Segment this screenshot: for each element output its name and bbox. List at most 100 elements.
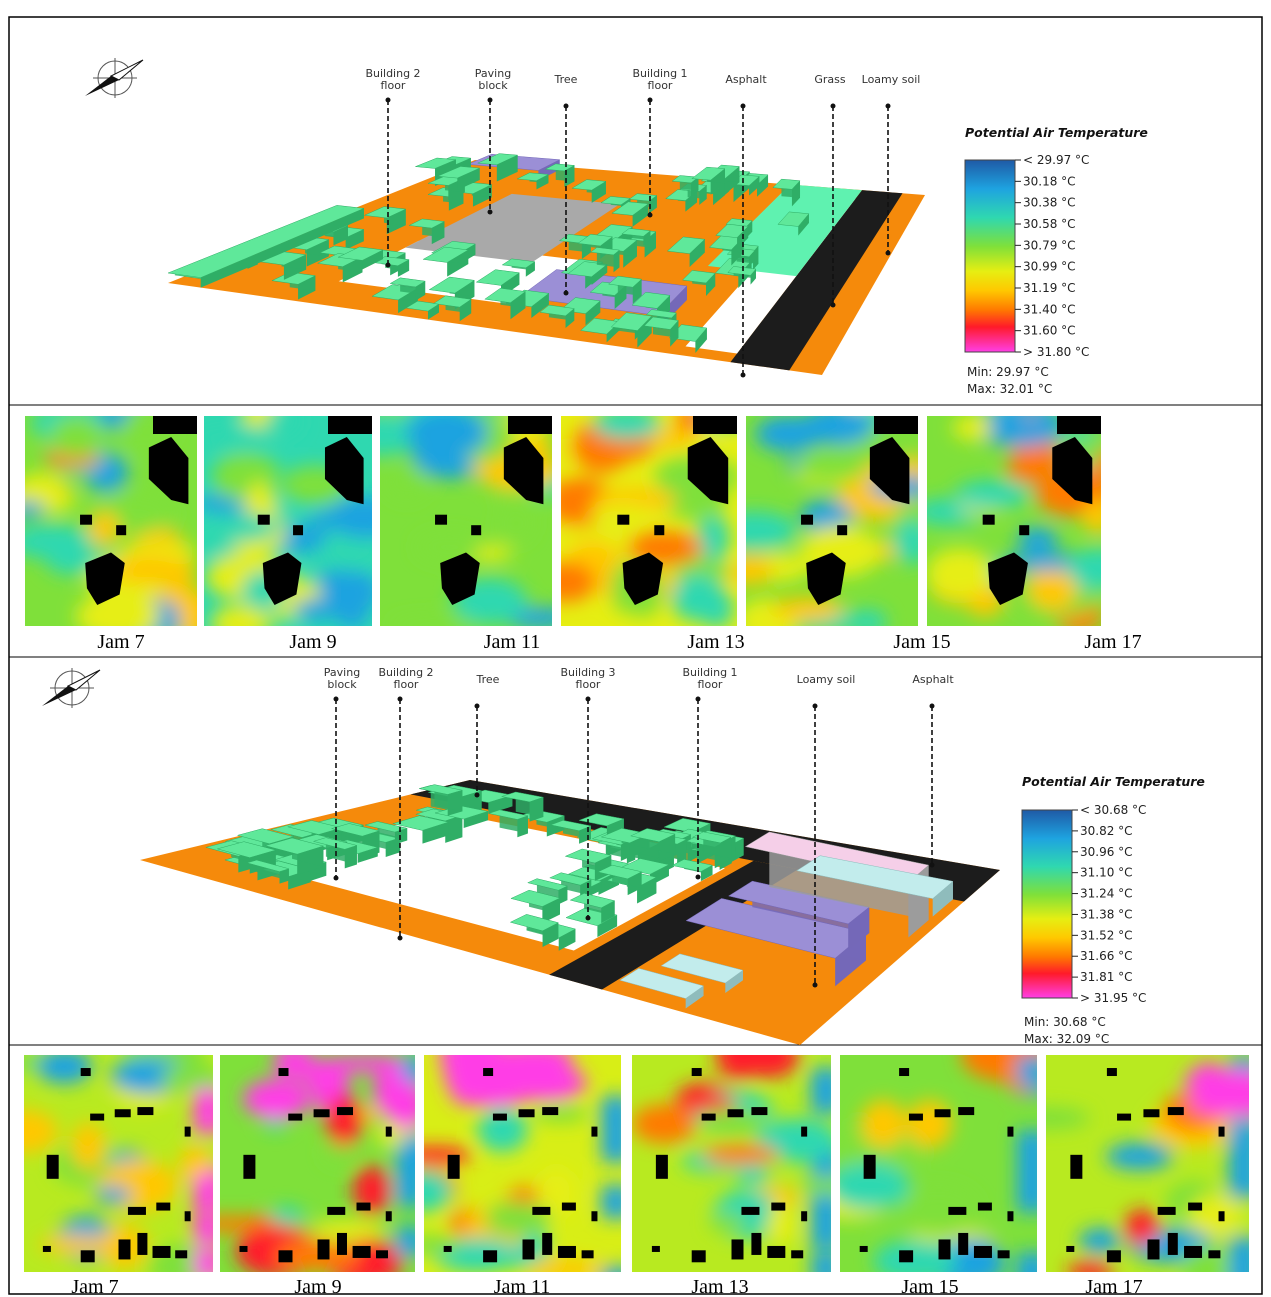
heatmap <box>712 391 938 647</box>
heat-patch <box>19 473 67 493</box>
obstacle <box>998 1250 1010 1258</box>
heat-patch <box>1017 1167 1047 1197</box>
obstacle <box>1107 1250 1121 1262</box>
obstacle <box>337 1107 353 1115</box>
leader-dot <box>886 251 891 256</box>
material-label: Paving block <box>309 667 375 691</box>
scale-label: 31.10 °C <box>1080 866 1133 880</box>
obstacle <box>175 1250 187 1258</box>
hour-caption: Jam 9 <box>294 1276 341 1297</box>
obstacle <box>909 1114 923 1121</box>
max-label: Max: 32.01 °C <box>967 382 1052 396</box>
obstacle <box>448 1155 460 1179</box>
legend-title: Potential Air Temperature <box>965 125 1148 140</box>
obstacle <box>652 1246 660 1252</box>
obstacle <box>654 525 664 535</box>
heat-patch <box>335 598 369 629</box>
heat-patch <box>1229 1130 1259 1160</box>
obstacle <box>958 1233 968 1255</box>
material-label: Building 2 floor <box>360 68 426 92</box>
obstacle <box>279 1068 289 1076</box>
leader-dot <box>398 936 403 941</box>
obstacle <box>1057 416 1101 434</box>
obstacle <box>1208 1250 1220 1258</box>
max-label: Max: 32.09 °C <box>1024 1032 1109 1046</box>
material-label: Building 1 floor <box>677 667 743 691</box>
heat-patch <box>861 1100 907 1148</box>
min-label: Min: 30.68 °C <box>1024 1015 1106 1029</box>
scale-label: 30.79 °C <box>1023 238 1076 252</box>
leader-dot <box>813 704 818 709</box>
obstacle <box>591 1211 597 1221</box>
heat-patch <box>325 1095 363 1147</box>
material-label: Asphalt <box>713 74 779 86</box>
model-view <box>168 154 925 375</box>
obstacle <box>617 515 629 525</box>
material-label: Building 1 floor <box>627 68 693 92</box>
obstacle <box>899 1068 909 1076</box>
obstacle <box>119 1239 131 1259</box>
hour-caption: Jam 15 <box>893 631 950 653</box>
obstacle <box>582 1250 594 1258</box>
scale-label: 30.96 °C <box>1080 845 1133 859</box>
scale-label: 31.38 °C <box>1080 907 1133 921</box>
heat-patch <box>194 1249 222 1279</box>
heat-patch <box>811 1073 841 1103</box>
leader-dot <box>586 697 591 702</box>
obstacle <box>81 1068 91 1076</box>
obstacle <box>337 1233 347 1255</box>
leader-dot <box>648 98 653 103</box>
min-label: Min: 29.97 °C <box>967 365 1049 379</box>
heat-patch <box>601 1096 631 1126</box>
leader-dot <box>488 210 493 215</box>
obstacle <box>558 1246 576 1258</box>
heat-patch <box>8 501 45 518</box>
heat-patch <box>194 1088 222 1118</box>
hour-caption: Jam 9 <box>289 631 336 653</box>
heat-patch <box>738 1037 799 1078</box>
heat-patch <box>484 1201 551 1236</box>
scale-label: 31.40 °C <box>1023 302 1076 316</box>
material-label: Tree <box>533 74 599 86</box>
obstacle <box>327 1207 345 1215</box>
obstacle <box>899 1250 913 1262</box>
obstacle <box>692 1250 706 1262</box>
heat-patch <box>37 1049 92 1083</box>
heatmap <box>188 1045 431 1286</box>
heat-patch <box>396 1227 425 1257</box>
obstacle <box>1219 1127 1225 1137</box>
heat-patch <box>406 408 488 457</box>
heat-patch <box>1006 456 1054 483</box>
obstacle <box>483 1068 493 1076</box>
obstacle <box>767 1246 785 1258</box>
heat-patch <box>293 598 338 620</box>
obstacle <box>328 416 372 434</box>
obstacle <box>751 1107 767 1115</box>
color-scale <box>1022 810 1072 998</box>
obstacle <box>1019 525 1029 535</box>
obstacle <box>532 1207 550 1215</box>
heat-patch <box>50 416 104 457</box>
scale-label: < 29.97 °C <box>1023 153 1089 167</box>
obstacle <box>80 515 92 525</box>
heat-patch <box>811 1253 841 1283</box>
heatmap <box>811 1029 1048 1297</box>
obstacle <box>185 1127 191 1137</box>
heat-patch <box>9 524 93 559</box>
leader-dot <box>886 104 891 109</box>
scale-label: < 30.68 °C <box>1080 803 1146 817</box>
heatmap <box>632 1031 863 1285</box>
obstacle <box>128 1207 146 1215</box>
heat-patch <box>852 609 886 635</box>
leader-dot <box>648 213 653 218</box>
heat-patch <box>1067 548 1132 589</box>
obstacle <box>508 416 552 434</box>
obstacle <box>732 1239 744 1259</box>
leader-dot <box>475 704 480 709</box>
hour-caption: Jam 11 <box>484 631 540 653</box>
obstacle <box>357 1203 371 1211</box>
leader-dot <box>831 104 836 109</box>
heat-patch <box>601 1189 631 1219</box>
obstacle <box>386 1127 392 1137</box>
heat-patch <box>95 1186 132 1204</box>
